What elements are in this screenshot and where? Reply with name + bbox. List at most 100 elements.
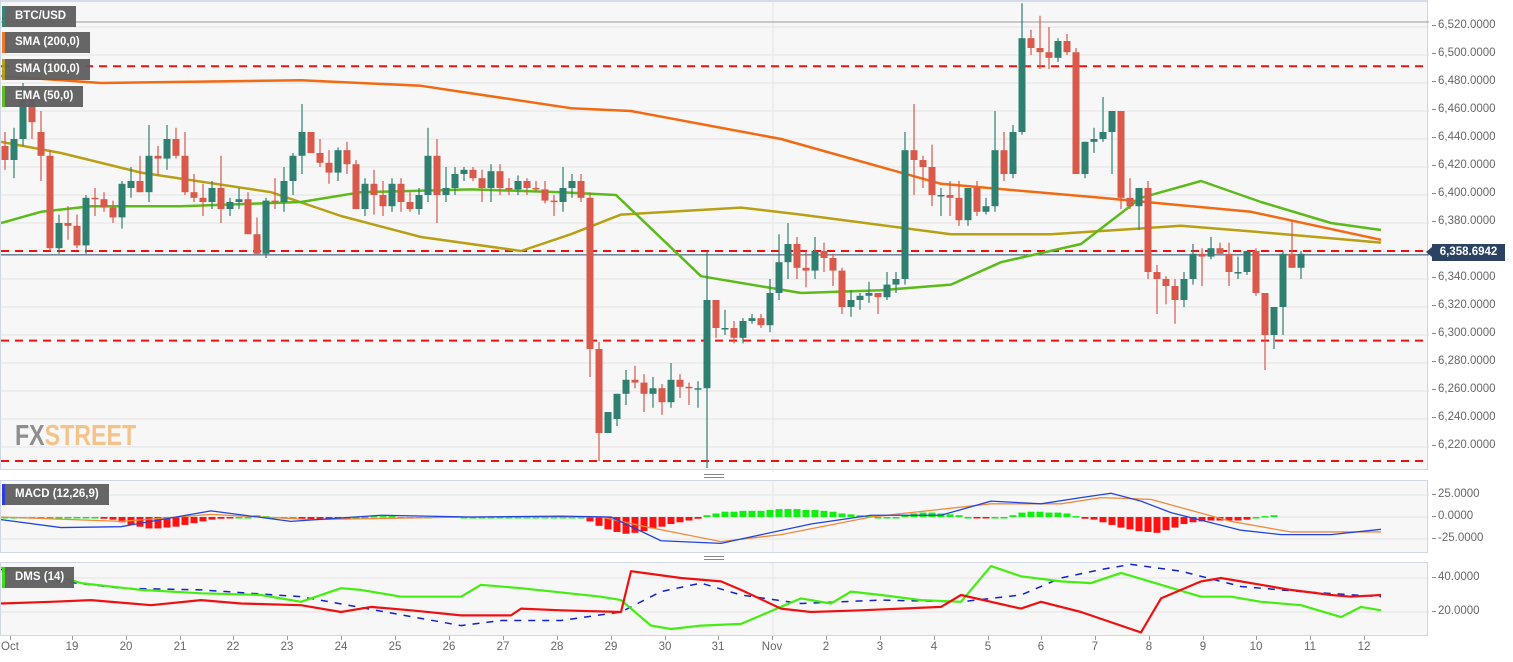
time-axis-tick — [1310, 636, 1311, 640]
price-axis-label: 6,520.0000 — [1432, 19, 1496, 31]
price-axis-label: 6,280.0000 — [1432, 355, 1496, 367]
price-axis-label: 6,220.0000 — [1432, 439, 1496, 451]
time-axis-tick — [826, 636, 827, 640]
legend-color-swatch — [2, 6, 5, 27]
legend-label: SMA (200,0) — [15, 36, 80, 48]
price-chart-panel[interactable] — [0, 0, 1429, 472]
time-axis-label: 7 — [1091, 641, 1099, 653]
legend-color-swatch — [2, 484, 5, 505]
legend-label: DMS (14) — [15, 571, 65, 583]
price-axis-label: 6,460.0000 — [1432, 103, 1496, 115]
time-axis-label: 28 — [550, 641, 564, 653]
time-axis-label: 10 — [1249, 641, 1263, 653]
price-chart-plot[interactable] — [1, 2, 1429, 472]
time-axis-tick — [10, 636, 11, 640]
price-axis-label: 6,400.0000 — [1432, 187, 1496, 199]
legend-color-swatch — [2, 59, 5, 80]
legend-label: SMA (100,0) — [15, 63, 80, 75]
time-axis-tick — [557, 636, 558, 640]
time-axis-tick — [449, 636, 450, 640]
dms-panel[interactable] — [0, 562, 1429, 637]
price-axis-label: 6,380.0000 — [1432, 215, 1496, 227]
time-axis-label: 12 — [1357, 641, 1371, 653]
time-axis-tick — [1095, 636, 1096, 640]
price-axis-label: 6,420.0000 — [1432, 159, 1496, 171]
time-axis-tick — [126, 636, 127, 640]
legend-macd[interactable]: MACD (12,26,9) — [2, 484, 109, 505]
fxstreet-logo: FXSTREET — [15, 420, 136, 453]
macd-axis-label: 0.0000 — [1431, 510, 1474, 522]
logo-street: STREET — [44, 420, 137, 452]
time-axis-label: 20 — [119, 641, 133, 653]
legend-color-swatch — [2, 567, 5, 588]
time-axis-tick — [988, 636, 989, 640]
time-axis-tick — [233, 636, 234, 640]
legend-sma200[interactable]: SMA (200,0) — [2, 32, 90, 53]
legend-ema50[interactable]: EMA (50,0) — [2, 86, 84, 107]
macd-panel[interactable] — [0, 480, 1429, 554]
time-axis-tick — [341, 636, 342, 640]
legend-label: MACD (12,26,9) — [15, 488, 99, 500]
time-axis-tick — [665, 636, 666, 640]
time-axis-tick — [1364, 636, 1365, 640]
price-axis-label: 6,300.0000 — [1432, 327, 1496, 339]
dms-axis-label: 40.0000 — [1432, 571, 1480, 583]
time-axis-label: 11 — [1304, 641, 1316, 653]
price-axis-label: 6,240.0000 — [1432, 411, 1496, 423]
time-axis-label: 23 — [280, 641, 294, 653]
time-axis-tick — [1041, 636, 1042, 640]
time-axis-tick — [1203, 636, 1204, 640]
legend-sma100[interactable]: SMA (100,0) — [2, 59, 90, 80]
time-axis-tick — [180, 636, 181, 640]
price-axis-label: 6,320.0000 — [1432, 299, 1496, 311]
time-axis-label: 4 — [930, 641, 938, 653]
time-axis-label: 2 — [822, 641, 830, 653]
macd-plot[interactable] — [1, 481, 1429, 554]
time-axis-tick — [503, 636, 504, 640]
time-axis-tick — [287, 636, 288, 640]
time-axis-label: 24 — [334, 641, 348, 653]
price-axis-label: 6,440.0000 — [1432, 131, 1496, 143]
legend-color-swatch — [2, 86, 5, 107]
time-axis-tick — [772, 636, 773, 640]
time-axis-label: 5 — [984, 641, 992, 653]
time-axis-label: 21 — [173, 641, 187, 653]
time-axis-tick — [880, 636, 881, 640]
time-axis-tick — [1149, 636, 1150, 640]
time-axis-label: 30 — [658, 641, 672, 653]
price-axis-label: 6,480.0000 — [1432, 75, 1496, 87]
legend-label: EMA (50,0) — [15, 90, 74, 102]
time-axis-label: 31 — [711, 641, 725, 653]
time-axis-tick — [718, 636, 719, 640]
time-axis-label: 19 — [65, 641, 79, 653]
time-axis-label: 22 — [226, 641, 240, 653]
time-axis-label: 29 — [604, 641, 618, 653]
time-axis-tick — [611, 636, 612, 640]
dms-plot[interactable] — [1, 563, 1429, 637]
time-axis-tick — [1256, 636, 1257, 640]
time-axis-tick — [934, 636, 935, 640]
legend-dms[interactable]: DMS (14) — [2, 567, 75, 588]
macd-axis-label: -25.0000 — [1431, 532, 1484, 544]
macd-axis-label: 25.0000 — [1432, 488, 1480, 500]
price-axis-label: 6,500.0000 — [1432, 47, 1496, 59]
time-axis-label: 27 — [496, 641, 510, 653]
dms-axis-label: 20.0000 — [1432, 605, 1480, 617]
time-axis-label: 26 — [442, 641, 456, 653]
current-price-tag: 6,358.6942 — [1426, 244, 1505, 261]
time-axis-label: 25 — [388, 641, 402, 653]
time-axis-tick — [72, 636, 73, 640]
time-axis-label: 3 — [876, 641, 884, 653]
legend-label: BTC/USD — [15, 10, 67, 22]
time-axis-label: Nov — [761, 641, 783, 653]
time-axis-tick — [395, 636, 396, 640]
time-axis-label: 9 — [1199, 641, 1207, 653]
price-axis-label: 6,340.0000 — [1432, 271, 1496, 283]
time-axis-label: 6 — [1037, 641, 1045, 653]
legend-btcusd[interactable]: BTC/USD — [2, 6, 77, 27]
time-axis-label: Oct — [1, 641, 19, 653]
logo-fx: FX — [15, 420, 45, 452]
legend-color-swatch — [2, 32, 5, 53]
price-axis-label: 6,260.0000 — [1432, 383, 1496, 395]
time-axis-label: 8 — [1145, 641, 1153, 653]
